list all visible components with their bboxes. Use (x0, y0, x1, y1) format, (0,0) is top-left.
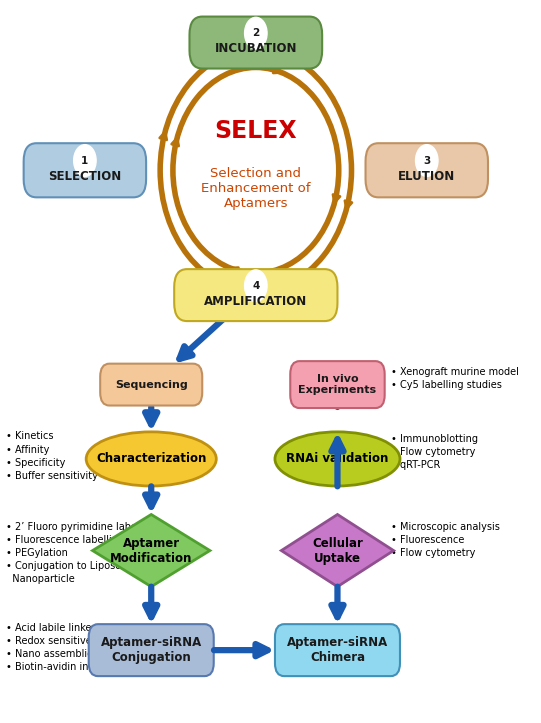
Text: Aptamer-siRNA
Chimera: Aptamer-siRNA Chimera (287, 636, 388, 664)
Text: SELECTION: SELECTION (48, 171, 122, 183)
Text: • 2’ Fluoro pyrimidine labelling
• Fluorescence labelling
• PEGylation
• Conjuga: • 2’ Fluoro pyrimidine labelling • Fluor… (6, 522, 157, 584)
FancyBboxPatch shape (189, 17, 322, 69)
FancyBboxPatch shape (89, 624, 214, 676)
FancyBboxPatch shape (100, 364, 202, 406)
Circle shape (245, 17, 267, 49)
Text: Sequencing: Sequencing (115, 380, 188, 390)
Text: 2: 2 (252, 28, 260, 38)
Text: 4: 4 (252, 281, 260, 291)
Text: SELEX: SELEX (215, 119, 297, 142)
Text: Cellular
Uptake: Cellular Uptake (312, 536, 363, 565)
Ellipse shape (275, 432, 400, 486)
Text: • Immunoblotting
• Flow cytometry
• qRT-PCR: • Immunoblotting • Flow cytometry • qRT-… (391, 434, 478, 470)
FancyBboxPatch shape (174, 269, 338, 321)
Ellipse shape (86, 432, 216, 486)
Text: ELUTION: ELUTION (398, 171, 456, 183)
Text: • Microscopic analysis
• Fluorescence
• Flow cytometry: • Microscopic analysis • Fluorescence • … (391, 522, 500, 558)
FancyBboxPatch shape (24, 143, 146, 197)
Text: 1: 1 (81, 155, 89, 166)
Text: • Acid labile linkers
• Redox sensitive linkers
• Nano assemblies
• Biotin-avidi: • Acid labile linkers • Redox sensitive … (6, 623, 133, 672)
Text: • Kinetics
• Affinity
• Specificity
• Buffer sensitivity: • Kinetics • Affinity • Specificity • Bu… (6, 432, 98, 481)
Text: Aptamer-siRNA
Conjugation: Aptamer-siRNA Conjugation (101, 636, 202, 664)
Text: 3: 3 (423, 155, 431, 166)
Polygon shape (93, 515, 210, 586)
FancyBboxPatch shape (366, 143, 488, 197)
FancyBboxPatch shape (291, 362, 385, 408)
Text: In vivo
Experiments: In vivo Experiments (299, 374, 377, 395)
Circle shape (415, 145, 438, 176)
FancyBboxPatch shape (275, 624, 400, 676)
Text: Selection and
Enhancement of
Aptamers: Selection and Enhancement of Aptamers (201, 167, 311, 210)
Text: Aptamer
Modification: Aptamer Modification (110, 536, 193, 565)
Text: AMPLIFICATION: AMPLIFICATION (204, 295, 307, 308)
Circle shape (245, 270, 267, 301)
Text: Characterization: Characterization (96, 453, 207, 466)
Polygon shape (281, 515, 394, 586)
Text: • Xenograft murine model
• Cy5 labelling studies: • Xenograft murine model • Cy5 labelling… (391, 367, 519, 390)
Circle shape (74, 145, 96, 176)
Text: RNAi validation: RNAi validation (286, 453, 388, 466)
Text: INCUBATION: INCUBATION (215, 42, 297, 55)
